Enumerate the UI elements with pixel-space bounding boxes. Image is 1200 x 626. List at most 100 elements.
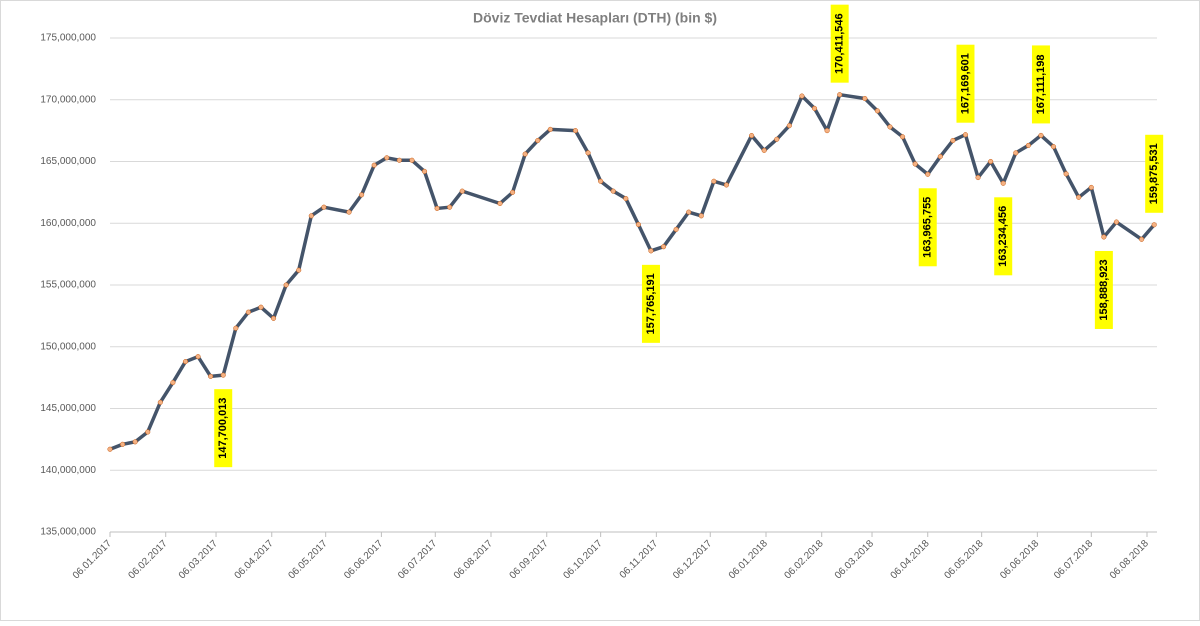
data-label: 163,965,755 — [922, 197, 934, 258]
marker — [799, 93, 805, 99]
marker — [421, 168, 428, 174]
data-label-bg — [956, 44, 975, 123]
marker — [698, 213, 704, 219]
chart-title: Döviz Tevdiat Hesapları (DTH) (bin $) — [473, 10, 717, 26]
marker — [170, 380, 176, 386]
y-tick-label: 155,000,000 — [40, 280, 96, 291]
data-label: 163,234,456 — [997, 206, 1009, 267]
marker — [749, 133, 755, 139]
marker — [824, 128, 830, 134]
marker — [786, 123, 792, 129]
marker — [535, 137, 541, 144]
marker — [384, 155, 390, 161]
marker — [937, 154, 943, 160]
marker — [900, 134, 906, 140]
marker — [270, 315, 277, 321]
data-label: 167,111,198 — [1035, 54, 1047, 114]
y-tick-label: 135,000,000 — [40, 527, 96, 538]
data-label-bg — [918, 188, 937, 267]
marker — [1013, 150, 1019, 156]
marker — [434, 205, 440, 211]
marker — [258, 304, 264, 310]
data-label-bg — [830, 4, 849, 83]
marker — [1113, 219, 1119, 225]
data-label: 167,169,601 — [959, 53, 971, 114]
marker — [346, 209, 352, 215]
marker — [635, 221, 641, 228]
y-tick-label: 170,000,000 — [40, 94, 96, 105]
y-tick-label: 150,000,000 — [40, 341, 96, 352]
marker — [308, 213, 314, 219]
data-label: 158,888,923 — [1098, 259, 1110, 320]
marker — [447, 204, 453, 210]
marker — [723, 182, 729, 188]
data-label-bg — [994, 197, 1013, 276]
marker — [296, 267, 302, 273]
marker — [1000, 180, 1006, 186]
marker — [145, 429, 151, 435]
data-label-bg — [641, 264, 660, 343]
marker — [1063, 171, 1069, 177]
data-label-bg — [1145, 134, 1164, 213]
marker — [572, 128, 579, 134]
marker — [686, 209, 692, 215]
marker — [950, 137, 956, 144]
marker — [459, 188, 465, 194]
data-label: 147,700,013 — [217, 398, 229, 459]
marker — [585, 150, 591, 156]
marker — [1050, 144, 1057, 150]
marker — [912, 161, 918, 167]
marker — [547, 126, 553, 132]
marker — [107, 446, 113, 452]
marker — [132, 439, 138, 445]
marker — [962, 132, 969, 138]
data-label: 157,765,191 — [645, 273, 657, 334]
marker — [182, 359, 189, 365]
y-tick-label: 165,000,000 — [40, 156, 96, 167]
marker — [1088, 184, 1094, 190]
marker — [837, 92, 843, 98]
marker — [975, 175, 981, 181]
marker — [761, 147, 767, 153]
marker — [925, 171, 931, 177]
marker — [1076, 194, 1082, 200]
marker — [862, 95, 868, 102]
marker — [283, 282, 289, 288]
marker — [208, 373, 214, 379]
marker — [1139, 236, 1145, 242]
marker — [660, 244, 667, 250]
data-label-bg — [1094, 250, 1113, 329]
marker — [497, 200, 503, 207]
marker — [648, 248, 654, 254]
y-tick-label: 140,000,000 — [40, 465, 96, 476]
data-label: 170,411,546 — [834, 13, 846, 74]
marker — [120, 441, 126, 447]
marker — [874, 108, 880, 114]
marker — [510, 189, 516, 195]
y-tick-label: 175,000,000 — [40, 33, 96, 44]
marker — [409, 157, 415, 163]
marker — [522, 151, 528, 157]
marker — [371, 162, 377, 168]
marker — [711, 178, 717, 184]
marker — [673, 226, 679, 232]
marker — [245, 309, 251, 315]
marker — [610, 188, 616, 194]
marker — [195, 354, 201, 360]
marker — [1025, 142, 1031, 148]
marker — [321, 204, 327, 210]
marker — [1151, 222, 1157, 228]
y-tick-label: 160,000,000 — [40, 218, 96, 229]
marker — [811, 105, 818, 111]
data-label: 159,875,531 — [1148, 143, 1160, 204]
marker — [623, 196, 629, 202]
marker — [774, 136, 780, 142]
marker — [887, 124, 893, 130]
y-tick-label: 145,000,000 — [40, 403, 96, 414]
marker — [396, 157, 402, 163]
marker — [988, 158, 994, 165]
marker — [1038, 132, 1044, 138]
marker — [359, 192, 365, 198]
